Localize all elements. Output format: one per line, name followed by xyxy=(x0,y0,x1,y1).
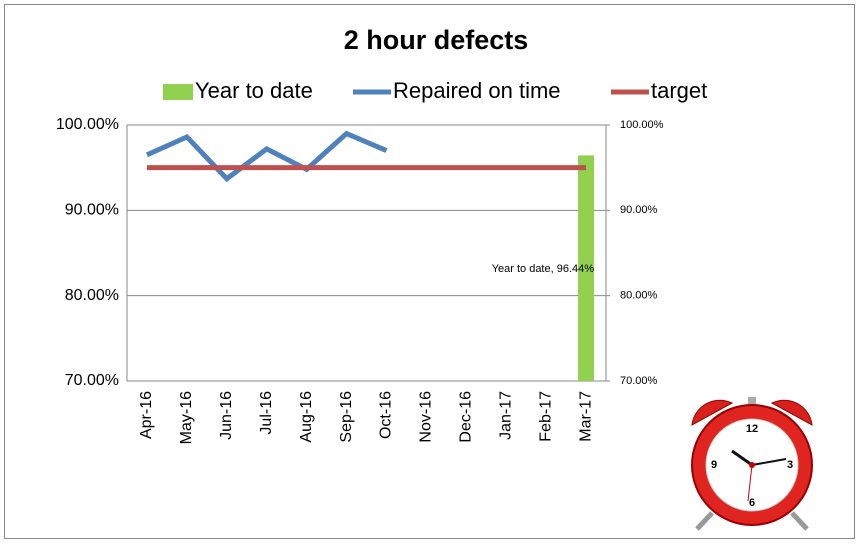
line xyxy=(145,130,388,183)
svg-text:12: 12 xyxy=(746,423,758,435)
x-tick-label: Sep-16 xyxy=(338,391,355,443)
clock: 12 3 6 9 xyxy=(691,397,813,531)
y-tick-label: 100.00% xyxy=(56,116,119,133)
x-tick-label: Aug-16 xyxy=(298,391,315,443)
y2-tick-label: 100.00% xyxy=(620,119,664,131)
x-tick-label: Mar-17 xyxy=(577,391,594,442)
data-label: Year to date, 96.44% xyxy=(492,263,595,275)
x-tick-label: Apr-16 xyxy=(138,391,155,439)
y2-tick-label: 90.00% xyxy=(620,204,658,216)
x-tick-label: May-16 xyxy=(178,391,195,444)
y-tick-label: 70.00% xyxy=(65,372,119,389)
x-tick-label: Feb-17 xyxy=(537,391,554,442)
legend-label: Year to date xyxy=(195,78,313,103)
x-tick-label: Jan-17 xyxy=(497,391,514,440)
x-tick-label: Jun-16 xyxy=(218,391,235,440)
svg-text:6: 6 xyxy=(749,497,755,509)
bar xyxy=(578,155,595,381)
svg-text:9: 9 xyxy=(711,459,717,471)
y2-tick-label: 80.00% xyxy=(620,290,658,302)
x-tick-label: Jul-16 xyxy=(258,391,275,435)
legend-swatch xyxy=(163,84,193,100)
x-tick-label: Nov-16 xyxy=(418,391,435,443)
x-tick-label: Oct-16 xyxy=(378,391,395,439)
y2-tick-label: 70.00% xyxy=(620,375,658,387)
y-tick-label: 80.00% xyxy=(65,287,119,304)
legend-label: target xyxy=(651,78,707,103)
legend-label: Repaired on time xyxy=(393,78,561,103)
x-tick-label: Dec-16 xyxy=(458,391,475,443)
chart-title: 2 hour defects xyxy=(344,25,529,55)
svg-text:3: 3 xyxy=(787,459,793,471)
y-tick-label: 90.00% xyxy=(65,202,119,219)
